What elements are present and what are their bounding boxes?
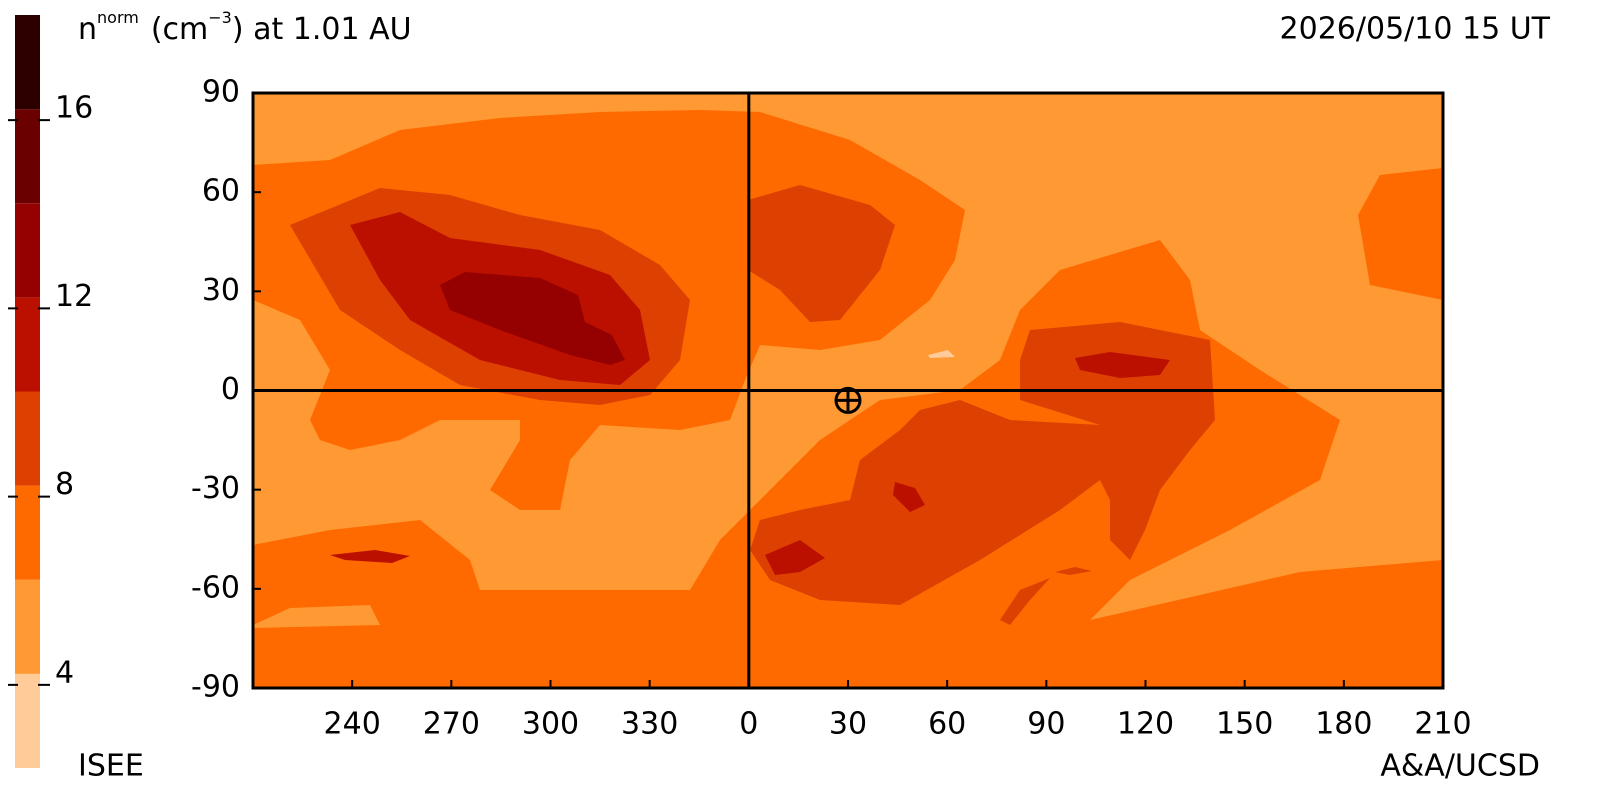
x-tick-label: 270	[423, 707, 480, 742]
colorbar-band	[15, 485, 40, 580]
y-tick-label: 60	[202, 174, 240, 209]
y-tick-label: 90	[202, 75, 240, 110]
y-tick-label: -90	[191, 670, 240, 705]
contour-region	[1000, 578, 1050, 625]
contour-region	[330, 550, 410, 563]
title-sup: norm	[97, 8, 139, 27]
colorbar-band	[15, 391, 40, 486]
x-tick-label: 90	[1027, 707, 1065, 742]
x-tick-label: 0	[739, 707, 758, 742]
y-tick-label: 0	[221, 372, 240, 407]
contour-region	[765, 540, 825, 575]
x-tick-label: 120	[1117, 707, 1174, 742]
contour-region	[1075, 352, 1170, 378]
credit-left: ISEE	[78, 749, 144, 784]
colorbar-band	[15, 579, 40, 674]
x-tick-label: 150	[1216, 707, 1273, 742]
title-base: n	[78, 12, 97, 47]
contour-region	[1055, 567, 1092, 575]
contour-region	[440, 272, 625, 365]
title-rest: ) at 1.01 AU	[232, 12, 412, 47]
title-unit: (cm	[151, 12, 208, 47]
colorbar-band	[15, 297, 40, 392]
colorbar-tick-label: 8	[55, 467, 74, 502]
colorbar-band	[15, 203, 40, 298]
contour-map	[253, 93, 1443, 688]
x-tick-label: 330	[621, 707, 678, 742]
credit-right: A&A/UCSD	[1380, 749, 1540, 784]
colorbar-band	[15, 15, 40, 110]
y-tick-label: -60	[191, 570, 240, 605]
contour-region	[748, 185, 895, 322]
x-tick-label: 180	[1315, 707, 1372, 742]
colorbar-band	[15, 109, 40, 204]
x-tick-label: 300	[522, 707, 579, 742]
timestamp: 2026/05/10 15 UT	[1280, 12, 1551, 47]
chart-title: nnorm (cm−3) at 1.01 AU	[78, 8, 412, 47]
contour-region	[1358, 168, 1443, 300]
y-tick-label: 30	[202, 273, 240, 308]
contour-region	[893, 482, 925, 512]
colorbar-tick-label: 12	[55, 279, 93, 314]
earth-marker	[834, 386, 862, 414]
x-tick-label: 30	[829, 707, 867, 742]
x-tick-label: 60	[928, 707, 966, 742]
contour-region	[750, 322, 1215, 605]
colorbar-band	[15, 673, 40, 768]
title-unit-sup: −3	[208, 8, 232, 27]
x-tick-label: 210	[1414, 707, 1471, 742]
colorbar-tick-label: 16	[55, 91, 93, 126]
contour-region	[253, 605, 380, 628]
y-tick-label: -30	[191, 471, 240, 506]
colorbar-tick-label: 4	[55, 655, 74, 690]
contour-region	[928, 350, 955, 358]
x-tick-label: 240	[324, 707, 381, 742]
